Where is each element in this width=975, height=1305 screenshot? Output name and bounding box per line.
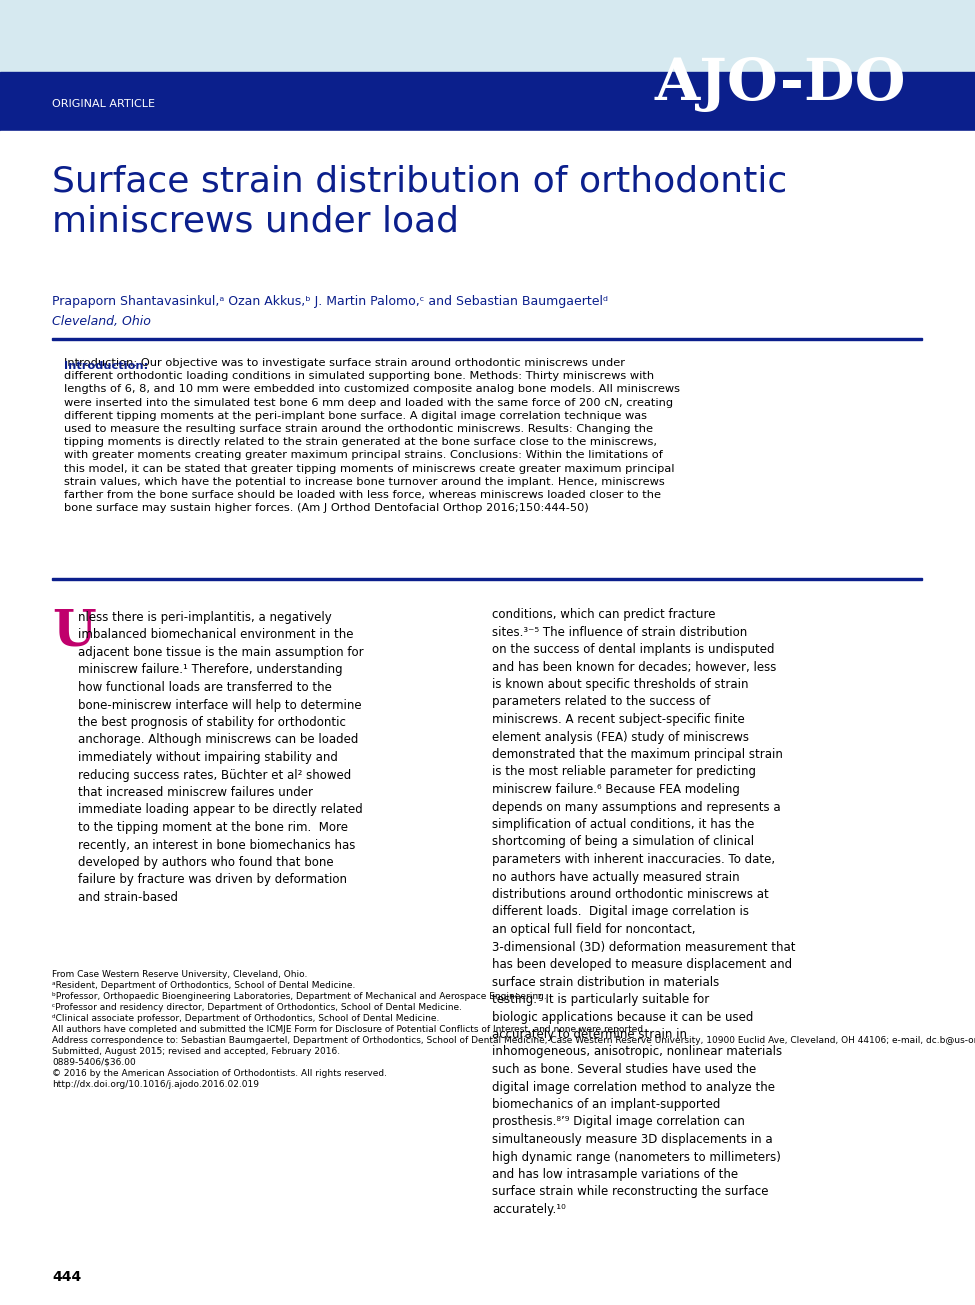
Text: © 2016 by the American Association of Orthodontists. All rights reserved.: © 2016 by the American Association of Or… <box>52 1069 387 1078</box>
Text: http://dx.doi.org/10.1016/j.ajodo.2016.02.019: http://dx.doi.org/10.1016/j.ajodo.2016.0… <box>52 1081 259 1088</box>
Bar <box>52 578 922 579</box>
Text: Prapaporn Shantavasinkul,ᵃ Ozan Akkus,ᵇ J. Martin Palomo,ᶜ and Sebastian Baumgae: Prapaporn Shantavasinkul,ᵃ Ozan Akkus,ᵇ … <box>52 295 608 308</box>
Text: ᵃResident, Department of Orthodontics, School of Dental Medicine.: ᵃResident, Department of Orthodontics, S… <box>52 981 355 990</box>
Text: Address correspondence to: Sebastian Baumgaertel, Department of Orthodontics, Sc: Address correspondence to: Sebastian Bau… <box>52 1036 975 1045</box>
Text: U: U <box>52 608 96 656</box>
Text: Surface strain distribution of orthodontic
miniscrews under load: Surface strain distribution of orthodont… <box>52 164 787 239</box>
Bar <box>0 0 975 72</box>
Text: ᶜProfessor and residency director, Department of Orthodontics, School of Dental : ᶜProfessor and residency director, Depar… <box>52 1004 462 1011</box>
Text: ᵈClinical associate professor, Department of Orthodontics, School of Dental Medi: ᵈClinical associate professor, Departmen… <box>52 1014 440 1023</box>
Text: nless there is peri-implantitis, a negatively
imbalanced biomechanical environme: nless there is peri-implantitis, a negat… <box>78 611 364 904</box>
Bar <box>0 72 975 130</box>
Text: 444: 444 <box>52 1270 81 1284</box>
Text: conditions, which can predict fracture
sites.³⁻⁵ The influence of strain distrib: conditions, which can predict fracture s… <box>492 608 796 1216</box>
Text: All authors have completed and submitted the ICMJE Form for Disclosure of Potent: All authors have completed and submitted… <box>52 1024 646 1034</box>
Text: Introduction: Our objective was to investigate surface strain around orthodontic: Introduction: Our objective was to inves… <box>64 358 680 513</box>
Text: ᵇProfessor, Orthopaedic Bioengineering Laboratories, Department of Mechanical an: ᵇProfessor, Orthopaedic Bioengineering L… <box>52 992 547 1001</box>
Text: ORIGINAL ARTICLE: ORIGINAL ARTICLE <box>52 99 155 110</box>
Text: 0889-5406/$36.00: 0889-5406/$36.00 <box>52 1058 136 1067</box>
Text: Submitted, August 2015; revised and accepted, February 2016.: Submitted, August 2015; revised and acce… <box>52 1047 340 1056</box>
Text: Cleveland, Ohio: Cleveland, Ohio <box>52 315 151 328</box>
Bar <box>0 130 975 133</box>
Text: From Case Western Reserve University, Cleveland, Ohio.: From Case Western Reserve University, Cl… <box>52 970 307 979</box>
Bar <box>52 338 922 341</box>
Text: AJO-DO: AJO-DO <box>654 56 906 111</box>
Text: Introduction:: Introduction: <box>64 361 148 371</box>
